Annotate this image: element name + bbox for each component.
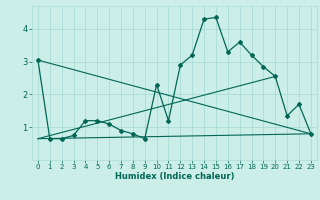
X-axis label: Humidex (Indice chaleur): Humidex (Indice chaleur)	[115, 172, 234, 181]
